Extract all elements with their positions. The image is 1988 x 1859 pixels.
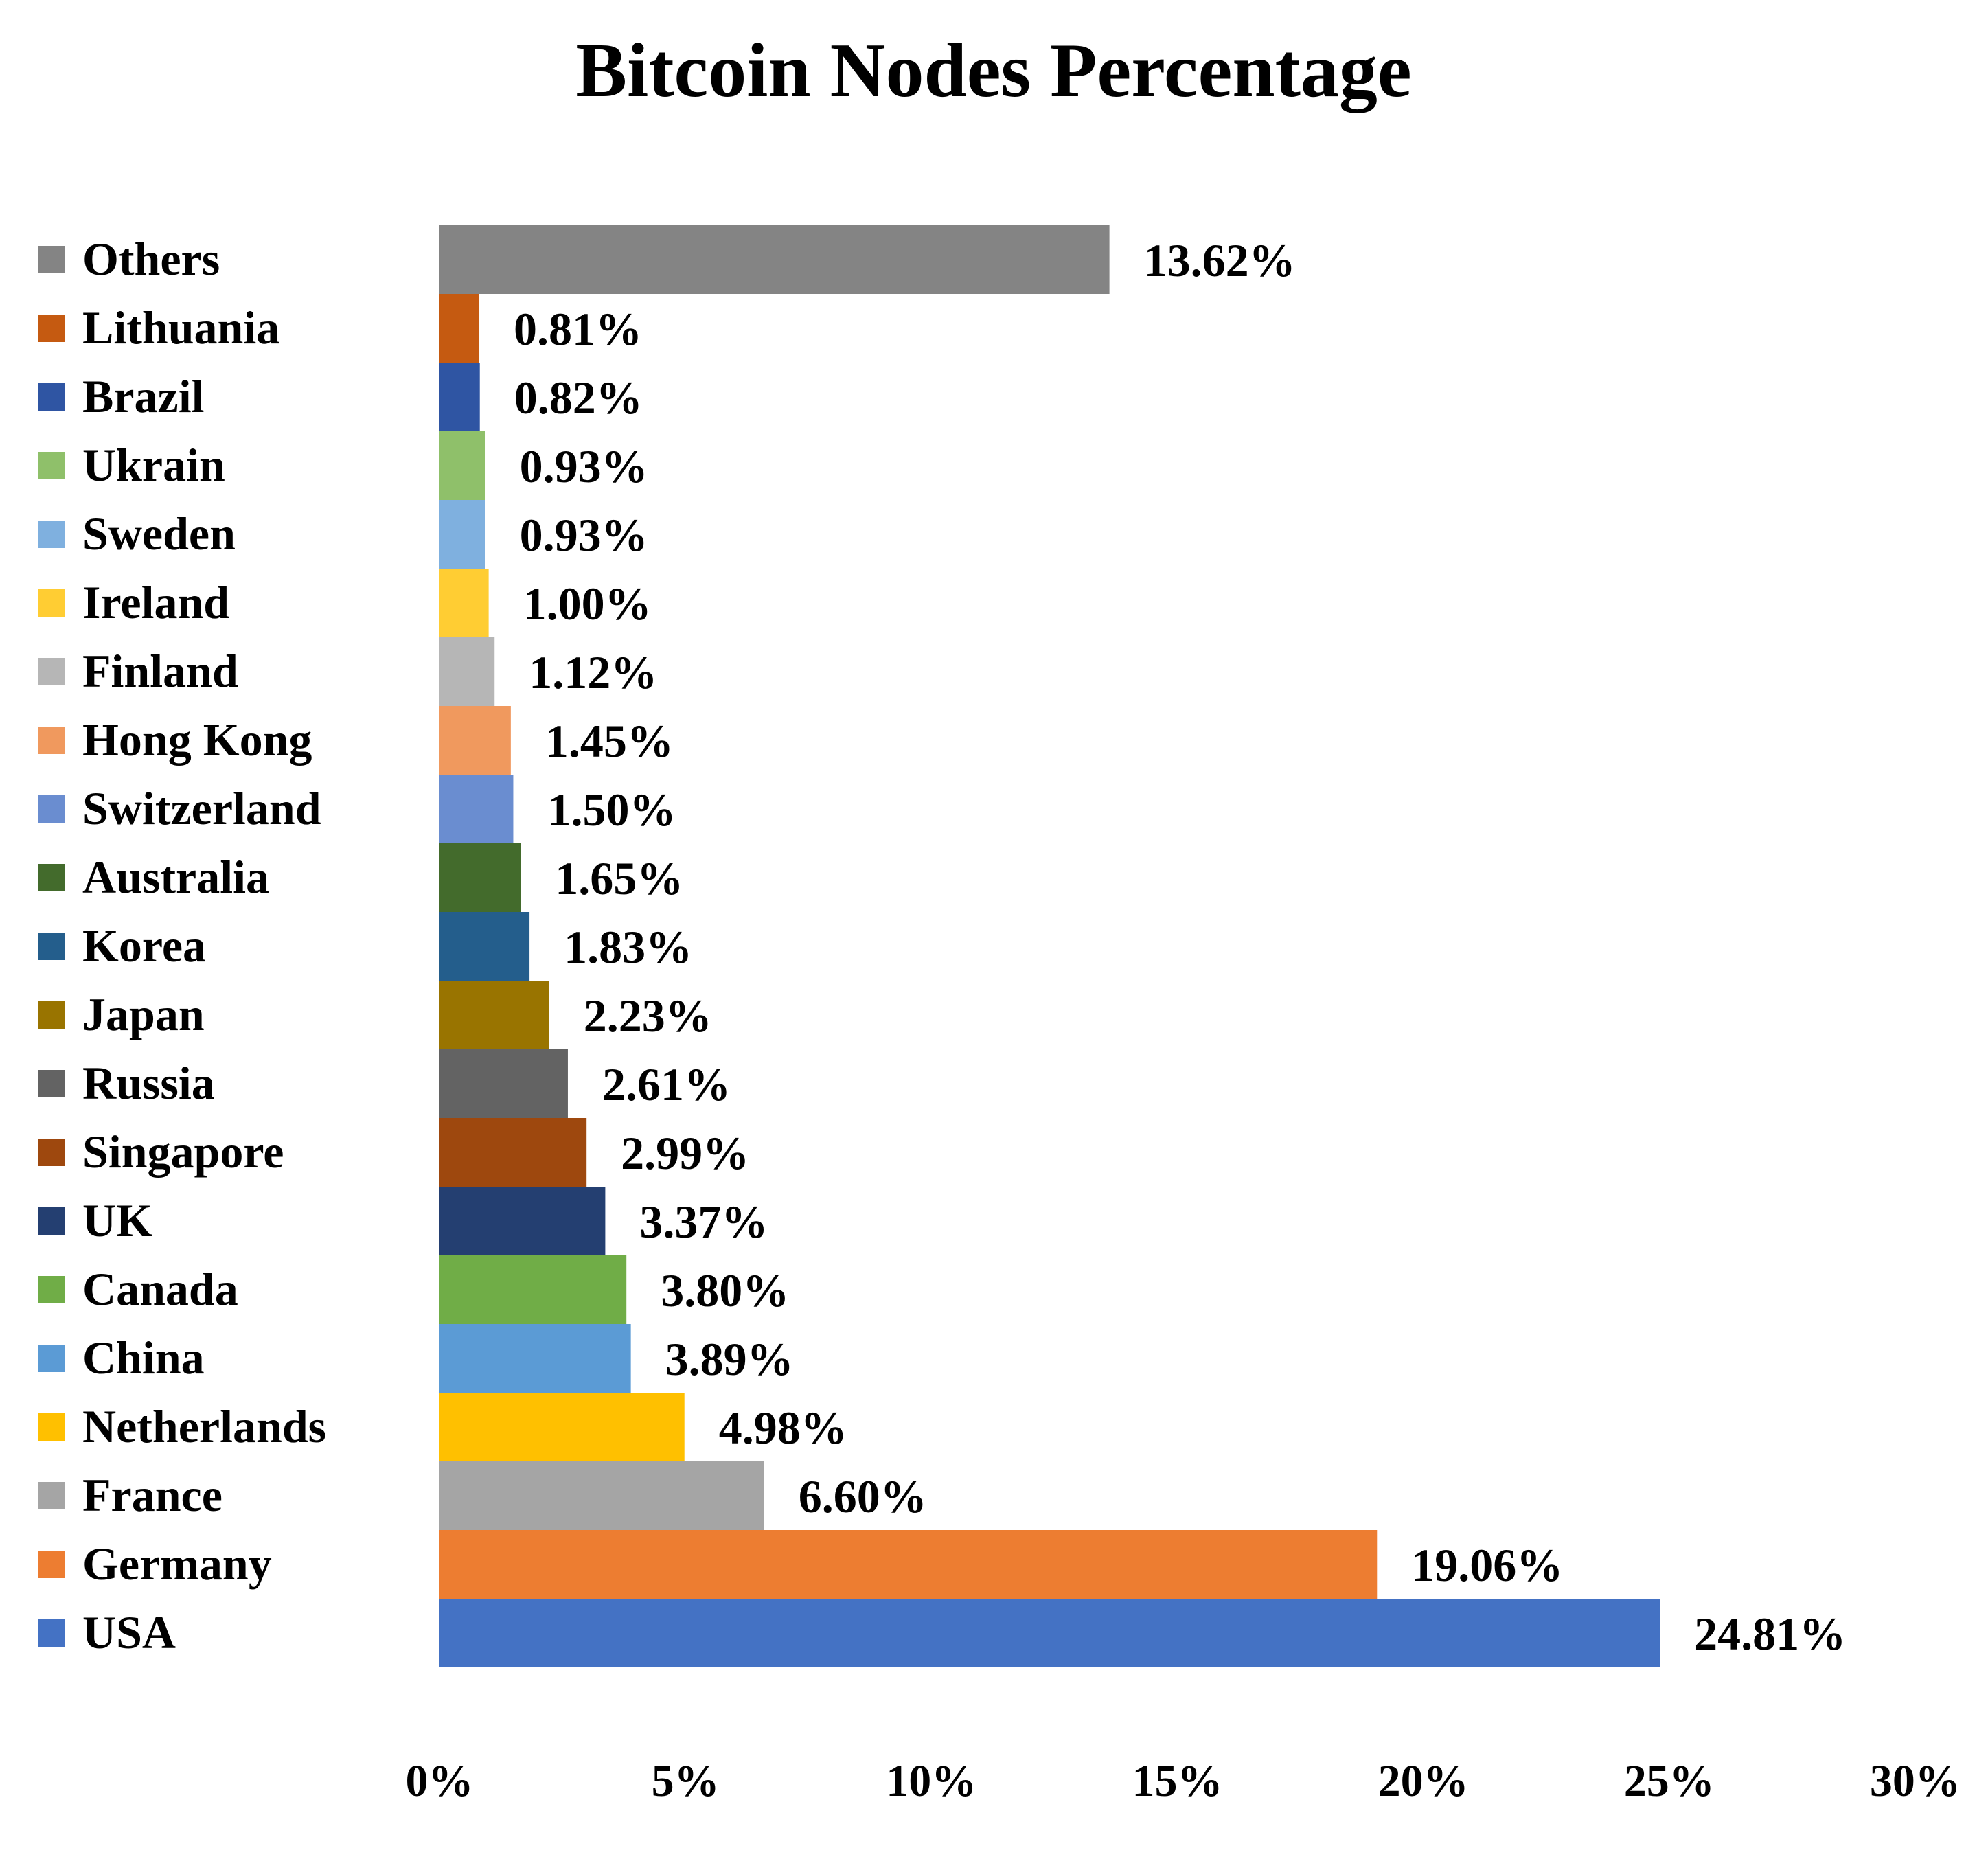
data-label-brazil: 0.82%: [514, 372, 643, 424]
legend-label-uk: UK: [82, 1194, 152, 1246]
bar-finland: [439, 637, 495, 706]
data-label-ireland: 1.00%: [523, 578, 652, 630]
legend-label-others: Others: [82, 233, 220, 285]
bar-china: [439, 1324, 631, 1393]
legend-label-hong-kong: Hong Kong: [82, 714, 312, 766]
legend-label-switzerland: Switzerland: [82, 782, 321, 834]
legend-label-sweden: Sweden: [82, 507, 236, 560]
data-label-finland: 1.12%: [529, 646, 657, 698]
legend-swatch-hong-kong: [38, 727, 65, 754]
data-label-netherlands: 4.98%: [719, 1402, 847, 1454]
bar-others: [439, 225, 1110, 294]
legend-label-canada: Canada: [82, 1263, 238, 1315]
legend-swatch-australia: [38, 864, 65, 891]
bar-korea: [439, 912, 530, 981]
x-tick-label: 5%: [652, 1756, 720, 1806]
bar-singapore: [439, 1118, 587, 1187]
legend-swatch-finland: [38, 658, 65, 685]
x-tick-label: 15%: [1132, 1756, 1222, 1806]
bar-japan: [439, 981, 549, 1049]
data-label-australia: 1.65%: [555, 852, 683, 904]
bars-group: 13.62% 0.81% 0.82% 0.93% 0.93% 1.00% 1.12% 1.45…: [439, 225, 1846, 1667]
bar-russia: [439, 1049, 568, 1118]
legend-label-singapore: Singapore: [82, 1126, 284, 1178]
legend-swatch-lithuania: [38, 315, 65, 342]
legend-label-lithuania: Lithuania: [82, 301, 279, 354]
legend-swatch-ireland: [38, 589, 65, 617]
legend-label-brazil: Brazil: [82, 370, 205, 422]
legend-swatch-netherlands: [38, 1413, 65, 1441]
legend: Others Lithuania Brazil Ukrain Sweden Ireland…: [38, 233, 326, 1658]
bar-germany: [439, 1530, 1378, 1599]
data-label-canada: 3.80%: [661, 1264, 789, 1316]
legend-label-france: France: [82, 1469, 222, 1521]
bar-brazil: [439, 363, 480, 431]
bar-switzerland: [439, 775, 514, 843]
legend-label-japan: Japan: [82, 988, 205, 1040]
data-label-germany: 19.06%: [1411, 1539, 1563, 1591]
legend-label-finland: Finland: [82, 645, 238, 697]
legend-swatch-china: [38, 1345, 65, 1372]
data-label-usa: 24.81%: [1694, 1608, 1846, 1660]
legend-label-china: China: [82, 1332, 205, 1384]
legend-label-ukrain: Ukrain: [82, 439, 225, 491]
x-tick-label: 30%: [1870, 1756, 1961, 1806]
legend-swatch-france: [38, 1482, 65, 1509]
data-label-russia: 2.61%: [602, 1058, 731, 1110]
legend-swatch-korea: [38, 933, 65, 960]
legend-swatch-usa: [38, 1619, 65, 1647]
bar-ukrain: [439, 431, 485, 500]
data-label-lithuania: 0.81%: [514, 303, 642, 355]
legend-swatch-brazil: [38, 383, 65, 411]
data-label-singapore: 2.99%: [621, 1127, 749, 1179]
legend-swatch-switzerland: [38, 795, 65, 823]
legend-label-australia: Australia: [82, 851, 269, 903]
bar-lithuania: [439, 294, 480, 363]
x-tick-label: 10%: [886, 1756, 976, 1806]
x-tick-label: 25%: [1624, 1756, 1715, 1806]
data-label-japan: 2.23%: [584, 990, 712, 1042]
data-label-hong-kong: 1.45%: [545, 715, 674, 767]
data-label-ukrain: 0.93%: [520, 440, 648, 492]
bar-usa: [439, 1599, 1660, 1667]
data-label-china: 3.89%: [665, 1333, 794, 1385]
data-label-france: 6.60%: [799, 1470, 927, 1522]
legend-label-ireland: Ireland: [82, 576, 229, 628]
chart-title: Bitcoin Nodes Percentage: [575, 28, 1411, 113]
data-label-korea: 1.83%: [564, 921, 692, 973]
bar-canada: [439, 1255, 627, 1324]
bar-netherlands: [439, 1393, 685, 1461]
legend-swatch-ukrain: [38, 452, 65, 479]
legend-swatch-singapore: [38, 1139, 65, 1166]
x-tick-label: 0%: [406, 1756, 474, 1806]
legend-label-netherlands: Netherlands: [82, 1400, 326, 1452]
bar-australia: [439, 843, 521, 912]
data-label-sweden: 0.93%: [520, 509, 648, 561]
bar-hong-kong: [439, 706, 511, 775]
legend-label-russia: Russia: [82, 1057, 215, 1109]
legend-label-korea: Korea: [82, 920, 206, 972]
legend-swatch-uk: [38, 1207, 65, 1235]
legend-swatch-russia: [38, 1070, 65, 1097]
bar-uk: [439, 1187, 606, 1255]
data-label-uk: 3.37%: [639, 1196, 768, 1248]
x-tick-label: 20%: [1378, 1756, 1469, 1806]
bar-ireland: [439, 569, 489, 637]
legend-label-usa: USA: [82, 1606, 176, 1658]
data-label-others: 13.62%: [1144, 234, 1296, 286]
data-label-switzerland: 1.50%: [547, 784, 676, 836]
bar-sweden: [439, 500, 485, 569]
legend-swatch-canada: [38, 1276, 65, 1303]
legend-swatch-germany: [38, 1551, 65, 1578]
legend-label-germany: Germany: [82, 1538, 272, 1590]
legend-swatch-japan: [38, 1001, 65, 1029]
bar-france: [439, 1461, 764, 1530]
legend-swatch-sweden: [38, 521, 65, 548]
x-axis: 0% 5% 10% 15% 20% 25% 30%: [406, 1756, 1961, 1806]
legend-swatch-others: [38, 246, 65, 273]
